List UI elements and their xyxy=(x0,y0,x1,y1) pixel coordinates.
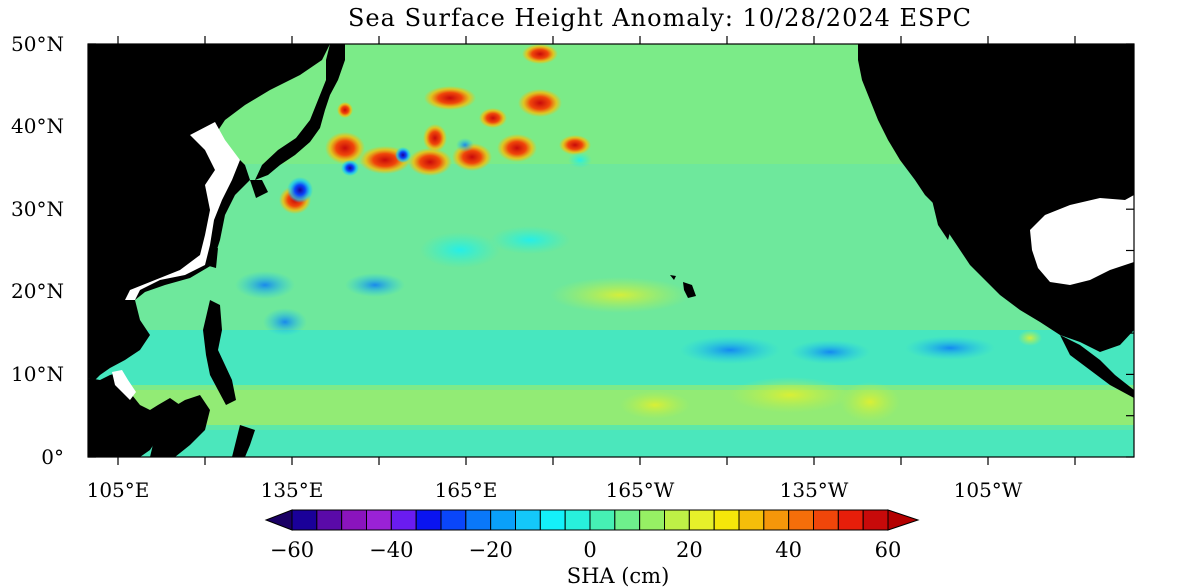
colorbar-segment xyxy=(639,509,666,531)
colorbar-segment xyxy=(515,509,541,531)
colorbar-tick-label: −40 xyxy=(369,538,413,562)
land-sulawesi-new-guinea xyxy=(232,425,255,457)
colorbar-segment xyxy=(713,509,740,531)
nodata-gulf-of-mexico xyxy=(1030,195,1134,285)
colorbar-tick-label: 20 xyxy=(676,538,703,562)
land-asia xyxy=(88,44,330,380)
map-title: Sea Surface Height Anomaly: 10/28/2024 E… xyxy=(347,4,972,32)
colorbar-segment xyxy=(415,509,442,531)
colorbar-segment xyxy=(589,509,616,531)
lon-label: 165°W xyxy=(606,478,675,502)
colorbar-segment xyxy=(614,509,641,531)
lat-label: 20°N xyxy=(11,279,64,303)
lon-label: 105°E xyxy=(87,478,150,502)
colorbar-segment xyxy=(490,509,516,531)
colorbar-segment xyxy=(539,509,566,531)
lat-label: 50°N xyxy=(11,32,64,56)
colorbar-segment xyxy=(688,509,715,531)
land-japan xyxy=(255,44,345,180)
lon-label: 135°E xyxy=(261,478,324,502)
colorbar-segment xyxy=(440,509,467,531)
nodata-yellow-sea xyxy=(125,122,240,300)
lat-label: 0° xyxy=(41,445,64,469)
land-hawaii xyxy=(670,275,696,298)
colorbar-segment xyxy=(341,509,367,531)
colorbar-segment xyxy=(862,509,889,531)
latitude-labels: 50°N 40°N 30°N 20°N 10°N 0° xyxy=(11,32,64,469)
colorbar-tick-label: 0 xyxy=(583,538,596,562)
lat-label: 40°N xyxy=(11,114,64,138)
colorbar-tick-label: 40 xyxy=(775,538,802,562)
colorbar-tick-label: −60 xyxy=(270,538,314,562)
lon-label: 165°E xyxy=(435,478,498,502)
colorbar-segment xyxy=(316,509,343,531)
colorbar-segment xyxy=(788,509,815,531)
land-borneo xyxy=(150,395,210,457)
colorbar-under-arrow xyxy=(264,509,293,531)
colorbar-segment xyxy=(390,509,417,531)
colorbar-segment xyxy=(291,509,318,531)
lat-label: 10°N xyxy=(11,362,64,386)
colorbar-tick-label: 60 xyxy=(875,538,902,562)
colorbar-segment xyxy=(664,509,690,531)
colorbar-over-arrow xyxy=(887,509,920,531)
colorbar xyxy=(264,509,920,531)
colorbar-segment xyxy=(366,509,392,531)
land-philippines xyxy=(203,300,236,405)
colorbar-tick-label: −20 xyxy=(469,538,513,562)
lat-label: 30°N xyxy=(11,197,64,221)
colorbar-segment xyxy=(837,509,864,531)
colorbar-segment xyxy=(813,509,839,531)
sha-field xyxy=(88,44,1134,457)
colorbar-segment xyxy=(763,509,790,531)
colorbar-segment xyxy=(738,509,765,531)
lon-label: 105°W xyxy=(954,478,1023,502)
frame-ticks xyxy=(88,36,1134,465)
colorbar-label: SHA (cm) xyxy=(567,564,670,588)
colorbar-segment xyxy=(564,509,591,531)
colorbar-tick-labels: −60 −40 −20 0 20 40 60 xyxy=(270,538,902,562)
longitude-labels: 105°E 135°E 165°E 165°W 135°W 105°W xyxy=(87,478,1023,502)
colorbar-segment xyxy=(465,509,492,531)
lon-label: 135°W xyxy=(780,478,849,502)
